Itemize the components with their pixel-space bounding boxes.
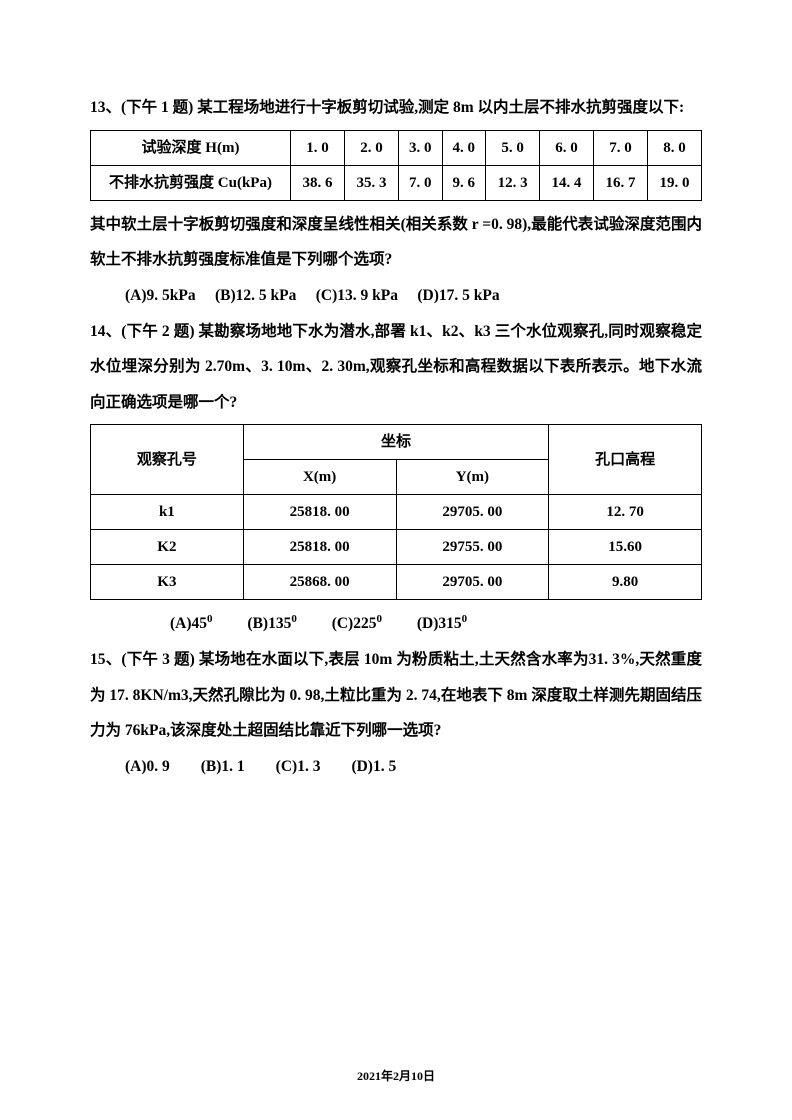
q13-table: 试验深度 H(m) 1. 0 2. 0 3. 0 4. 0 5. 0 6. 0 …: [90, 130, 702, 201]
t-cell: 9.80: [549, 565, 702, 600]
opt-d: (D)315: [417, 615, 462, 632]
t-cell: 25868. 00: [243, 565, 396, 600]
t-cell: 4. 0: [442, 130, 486, 165]
q13-text: 13、(下午 1 题) 某工程场地进行十字板剪切试验,测定 8m 以内土层不排水…: [90, 90, 702, 126]
sup-zero: 0: [291, 613, 297, 625]
t-cell: 3. 0: [398, 130, 442, 165]
t-cell: 35. 3: [344, 165, 398, 200]
q13-options: (A)9. 5kPa (B)12. 5 kPa (C)13. 9 kPa (D)…: [90, 278, 702, 314]
table-row: k1 25818. 00 29705. 00 12. 70: [91, 495, 702, 530]
q14-options: (A)450 (B)1350 (C)2250 (D)3150: [90, 606, 702, 642]
q14-h2a: X(m): [243, 460, 396, 495]
t-cell: 7. 0: [398, 165, 442, 200]
t-cell: 5. 0: [486, 130, 540, 165]
q13-after: 其中软土层十字板剪切强度和深度呈线性相关(相关系数 r =0. 98),最能代表…: [90, 207, 702, 278]
q15-text: 15、(下午 3 题) 某场地在水面以下,表层 10m 为粉质粘土,土天然含水率…: [90, 642, 702, 749]
t-cell: 29755. 00: [396, 530, 549, 565]
q13-row1-label: 试验深度 H(m): [91, 130, 291, 165]
t-cell: 25818. 00: [243, 530, 396, 565]
t-cell: K2: [91, 530, 244, 565]
t-cell: 6. 0: [540, 130, 594, 165]
sup-zero: 0: [376, 613, 382, 625]
t-cell: 14. 4: [540, 165, 594, 200]
t-cell: K3: [91, 565, 244, 600]
t-cell: 12. 3: [486, 165, 540, 200]
q15-options: (A)0. 9 (B)1. 1 (C)1. 3 (D)1. 5: [90, 749, 702, 785]
t-cell: 19. 0: [648, 165, 702, 200]
t-cell: 9. 6: [442, 165, 486, 200]
t-cell: 38. 6: [291, 165, 345, 200]
table-row: K2 25818. 00 29755. 00 15.60: [91, 530, 702, 565]
q14-h3: 孔口高程: [549, 425, 702, 495]
q13-row2-label: 不排水抗剪强度 Cu(kPa): [91, 165, 291, 200]
t-cell: 25818. 00: [243, 495, 396, 530]
t-cell: 29705. 00: [396, 495, 549, 530]
page-footer: 2021年2月10日: [0, 1070, 792, 1082]
sup-zero: 0: [207, 613, 213, 625]
q14-h2b: Y(m): [396, 460, 549, 495]
t-cell: 2. 0: [344, 130, 398, 165]
q14-table: 观察孔号 坐标 孔口高程 X(m) Y(m) k1 25818. 00 2970…: [90, 424, 702, 600]
t-cell: 7. 0: [594, 130, 648, 165]
t-cell: 8. 0: [648, 130, 702, 165]
t-cell: 12. 70: [549, 495, 702, 530]
t-cell: 1. 0: [291, 130, 345, 165]
t-cell: k1: [91, 495, 244, 530]
q14-h2: 坐标: [243, 425, 549, 460]
sup-zero: 0: [462, 613, 468, 625]
q14-h1: 观察孔号: [91, 425, 244, 495]
opt-c: (C)225: [332, 615, 377, 632]
q14-text: 14、(下午 2 题) 某勘察场地地下水为潜水,部署 k1、k2、k3 三个水位…: [90, 314, 702, 421]
opt-a: (A)45: [170, 615, 207, 632]
t-cell: 16. 7: [594, 165, 648, 200]
t-cell: 29705. 00: [396, 565, 549, 600]
t-cell: 15.60: [549, 530, 702, 565]
table-row: K3 25868. 00 29705. 00 9.80: [91, 565, 702, 600]
opt-b: (B)135: [247, 615, 291, 632]
